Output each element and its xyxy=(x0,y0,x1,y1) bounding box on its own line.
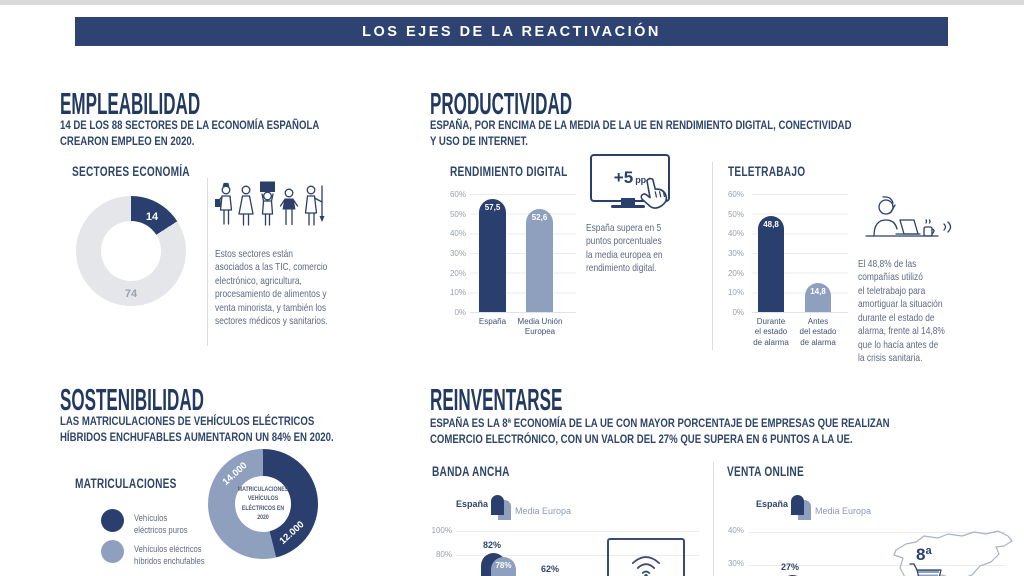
y-tick: 40% xyxy=(727,526,744,535)
productividad-note: España supera en 5 puntos porcentuales l… xyxy=(586,222,663,275)
legend-dot-hibridos xyxy=(101,540,124,563)
bar-antes: 14,8 xyxy=(805,282,831,312)
bar-value-label: 57,5 xyxy=(484,202,501,212)
shopping-cart-icon xyxy=(909,563,942,576)
y-tick: 50% xyxy=(727,210,744,219)
legend-media-europa: Media Europa xyxy=(515,506,572,516)
rank-badge: 8ª xyxy=(916,545,932,564)
teletrabajo-plot: 48,8 14,8 xyxy=(752,194,848,313)
top-edge-strip xyxy=(0,0,1024,5)
hand-cursor-icon xyxy=(640,177,668,209)
wifi-box xyxy=(607,538,685,576)
bar-value-label: 48,8 xyxy=(763,220,779,230)
bar-durante: 48,8 xyxy=(758,216,784,312)
y-tick: 40% xyxy=(727,229,744,238)
sectores-economia-label: SECTORES ECONOMÍA xyxy=(72,164,190,179)
divider-reinventarse xyxy=(713,462,714,576)
donut-hole xyxy=(101,221,161,281)
bar-media-ue: 52,6 xyxy=(526,208,553,312)
y-tick: 20% xyxy=(727,269,744,278)
legend-dot-puros xyxy=(101,509,124,532)
legend-media-europa: Media Europa xyxy=(815,506,872,516)
legend-label-puros: Vehículos eléctricos puros xyxy=(134,513,188,536)
bar-espana-venta xyxy=(780,574,805,576)
value-27: 27% xyxy=(780,562,799,572)
matriculaciones-donut-chart: 14.000 12.000 MATRICULACIONES VEHÍCULOS … xyxy=(208,449,318,559)
x-cat-durante: Durante el estado de alarma xyxy=(753,317,789,347)
donut-value-74: 74 xyxy=(124,288,138,300)
y-tick: 10% xyxy=(727,288,744,297)
teleworker-illustration xyxy=(865,196,952,237)
teletrabajo-label: TELETRABAJO xyxy=(728,164,806,179)
banda-ancha-plot: 78% xyxy=(470,531,630,576)
venta-online-plot xyxy=(765,532,855,576)
teletrabajo-note: El 48,8% de las compañías utilizó el tel… xyxy=(858,258,945,365)
sostenibilidad-title: SOSTENIBILIDAD xyxy=(60,382,204,417)
bar-value-label: 14,8 xyxy=(810,286,826,296)
wifi-icon xyxy=(631,556,661,576)
value-62: 62% xyxy=(540,564,559,574)
monitor-base xyxy=(611,205,645,208)
gridline xyxy=(748,565,1005,566)
x-cat-espana: España xyxy=(478,317,507,326)
highlight-value: +5 xyxy=(613,168,634,187)
sostenibilidad-subtitle: LAS MATRICULACIONES DE VEHÍCULOS ELÉCTRI… xyxy=(60,414,334,444)
bar-espana: 57,5 xyxy=(479,198,506,312)
matriculaciones-label: MATRICULACIONES xyxy=(75,476,177,491)
y-tick: 60% xyxy=(727,190,744,199)
bar-value-label: 78% xyxy=(495,561,512,571)
x-cat-media-ue: Media Unión Europea xyxy=(517,317,563,337)
venta-online-label: VENTA ONLINE xyxy=(727,464,804,479)
header-bar: LOS EJES DE LA REACTIVACIÓN xyxy=(75,17,948,46)
highlight-unit: pp xyxy=(635,175,647,185)
gridline xyxy=(748,532,1005,533)
sectores-donut-chart: 14 74 xyxy=(76,196,186,306)
y-tick: 10% xyxy=(449,288,466,297)
legend-espana: España xyxy=(455,499,488,509)
legend-pill-espana xyxy=(791,495,804,515)
y-tick: 30% xyxy=(449,249,466,258)
legend-espana: España xyxy=(755,499,788,509)
monitor-stand xyxy=(621,198,635,205)
divider-empleabilidad xyxy=(207,178,208,346)
gridline xyxy=(456,555,700,556)
y-tick: 0% xyxy=(732,308,744,317)
y-tick: 100% xyxy=(431,526,452,535)
empleabilidad-title: EMPLEABILIDAD xyxy=(60,86,201,121)
gridline xyxy=(456,531,700,532)
rendimiento-digital-label: RENDIMIENTO DIGITAL xyxy=(450,164,568,179)
workers-illustration xyxy=(215,181,325,226)
legend-label-hibridos: Vehículos eléctricos híbridos enchufable… xyxy=(134,544,205,567)
y-tick: 30% xyxy=(727,559,744,568)
page-title: LOS EJES DE LA REACTIVACIÓN xyxy=(362,23,661,40)
y-tick: 80% xyxy=(435,550,452,559)
legend-pill-espana xyxy=(491,495,504,515)
donut-hole xyxy=(235,476,291,532)
reinventarse-subtitle: ESPAÑA ES LA 8ª ECONOMÍA DE LA UE CON MA… xyxy=(430,416,890,446)
y-tick: 50% xyxy=(449,210,466,219)
productividad-title: PRODUCTIVIDAD xyxy=(430,86,573,121)
reinventarse-title: REINVENTARSE xyxy=(430,382,563,417)
empleabilidad-subtitle: 14 DE LOS 88 SECTORES DE LA ECONOMÍA ESP… xyxy=(60,118,320,148)
productividad-subtitle: ESPAÑA, POR ENCIMA DE LA MEDIA DE LA UE … xyxy=(430,118,852,148)
donut-value-14: 14 xyxy=(145,211,159,223)
x-cat-antes: Antes del estado de alarma xyxy=(799,317,837,347)
y-tick: 30% xyxy=(727,249,744,258)
value-82: 82% xyxy=(482,540,501,550)
spain-map-illustration: 8ª xyxy=(893,530,1013,576)
y-tick: 0% xyxy=(454,308,466,317)
spain-outline xyxy=(893,530,1013,576)
empleabilidad-note: Estos sectores están asociados a las TIC… xyxy=(215,248,328,328)
bar-value-label: 52,6 xyxy=(531,212,548,222)
bar-media-banda: 78% xyxy=(491,557,516,576)
banda-ancha-label: BANDA ANCHA xyxy=(432,464,510,479)
y-tick: 20% xyxy=(449,269,466,278)
divider-productividad xyxy=(712,162,713,350)
y-tick: 40% xyxy=(449,229,466,238)
y-tick: 60% xyxy=(449,190,466,199)
donut-center-label: MATRICULACIONES VEHÍCULOS ELÉCTRICOS EN … xyxy=(237,486,289,522)
rendimiento-digital-plot: 57,5 52,6 xyxy=(470,194,576,313)
